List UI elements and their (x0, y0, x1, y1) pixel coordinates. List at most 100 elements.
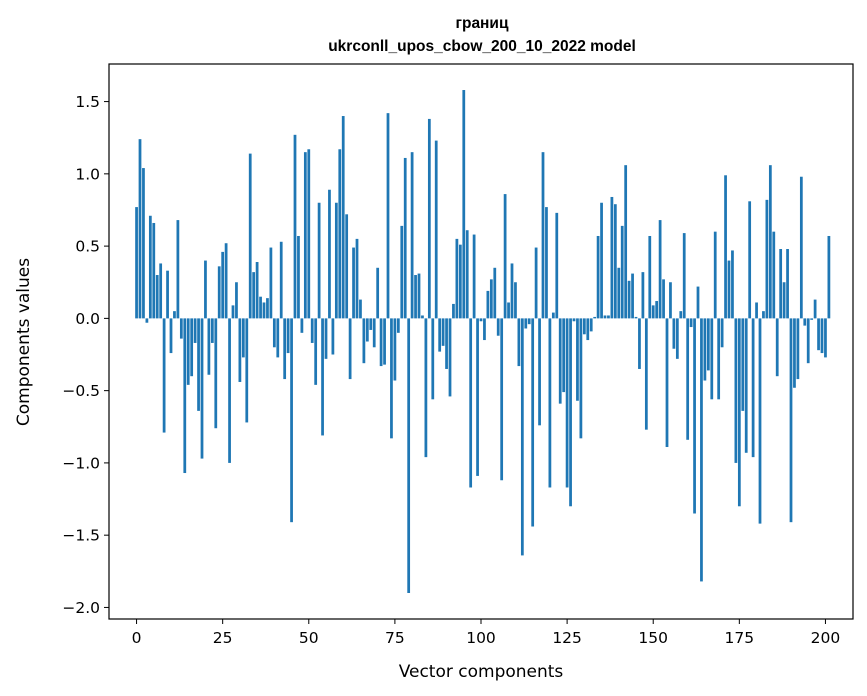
bar (617, 267, 621, 319)
bar (279, 241, 283, 319)
bar (345, 214, 349, 319)
bar (303, 152, 307, 319)
bar (703, 318, 707, 381)
bar (620, 225, 624, 319)
bar (644, 318, 648, 430)
bar (407, 318, 411, 593)
bars-layer (135, 90, 831, 593)
bar (438, 318, 442, 352)
bar (445, 318, 448, 369)
bar (245, 318, 249, 423)
bar (775, 318, 779, 377)
bar (176, 220, 180, 319)
bar (300, 318, 304, 333)
bar (541, 152, 545, 319)
bar (486, 290, 490, 319)
bar (362, 318, 366, 364)
bar (414, 275, 417, 319)
bar (297, 235, 300, 319)
bar (810, 318, 814, 320)
bar (348, 318, 352, 380)
bar (142, 168, 145, 319)
bar (603, 315, 607, 319)
y-tick-label: −1.5 (62, 527, 100, 545)
bar (255, 262, 259, 319)
bar (572, 318, 576, 322)
bar (372, 318, 376, 348)
bar (631, 273, 634, 319)
bar (558, 318, 562, 404)
bar (483, 318, 486, 341)
x-tick-label: 125 (552, 629, 582, 647)
bar (145, 318, 149, 323)
bar (648, 235, 652, 319)
bar (786, 249, 789, 319)
bar (186, 318, 190, 385)
bar (331, 318, 335, 355)
bar (241, 318, 245, 358)
bar (393, 318, 397, 381)
bar (789, 318, 793, 523)
bar (717, 318, 721, 400)
bar (799, 176, 803, 319)
bar (524, 318, 528, 329)
bar (259, 296, 262, 319)
bar (731, 250, 734, 319)
bar (624, 165, 628, 319)
bar (551, 312, 555, 319)
bar (324, 318, 328, 359)
bar (686, 318, 690, 440)
bar (689, 318, 693, 328)
bar (424, 318, 428, 458)
bar (469, 318, 473, 488)
bar (269, 247, 273, 319)
bar (317, 202, 321, 319)
bar (166, 270, 169, 319)
bar (827, 235, 831, 319)
bar (138, 139, 142, 319)
bar (724, 175, 727, 319)
bar (569, 318, 572, 507)
bar (458, 244, 462, 319)
bar (328, 189, 331, 319)
bar (538, 318, 541, 426)
bar (734, 318, 738, 463)
bar (555, 212, 559, 319)
bar (806, 318, 810, 364)
bar (262, 302, 266, 319)
bar (369, 318, 373, 330)
bar (534, 247, 538, 319)
bar (576, 318, 579, 401)
bar (434, 140, 438, 319)
bar (813, 299, 817, 319)
bar (173, 311, 176, 319)
bar (235, 282, 238, 319)
bar (448, 318, 452, 397)
bar (582, 318, 586, 335)
bar (396, 318, 400, 333)
y-tick-label: 0.0 (75, 310, 100, 328)
bar (655, 301, 659, 319)
bar (741, 318, 745, 411)
bar (562, 318, 566, 393)
bar (290, 318, 293, 523)
y-tick-label: −0.5 (62, 382, 100, 400)
bar (276, 318, 280, 358)
bar (403, 157, 407, 319)
bar (710, 318, 714, 400)
bar (200, 318, 204, 459)
bar (493, 267, 497, 319)
bar (334, 202, 338, 319)
chart-subtitle: ukrconll_upos_cbow_200_10_2022 model (328, 38, 636, 55)
x-tick-label: 100 (466, 629, 496, 647)
bar (400, 225, 404, 319)
bar (379, 318, 383, 367)
bar (669, 282, 672, 319)
bar (410, 152, 414, 319)
bar (765, 199, 769, 319)
bar (152, 222, 156, 319)
bar (507, 302, 510, 319)
bar (672, 318, 676, 349)
